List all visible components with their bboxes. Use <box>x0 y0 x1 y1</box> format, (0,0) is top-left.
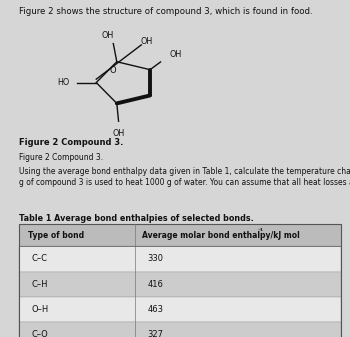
Text: 327: 327 <box>147 330 163 337</box>
Bar <box>19 297 341 322</box>
Text: C–H: C–H <box>32 280 48 289</box>
Text: O–H: O–H <box>32 305 49 314</box>
Text: OH: OH <box>102 31 114 40</box>
Bar <box>19 246 341 272</box>
Text: 416: 416 <box>147 280 163 289</box>
Text: Figure 2 Compound 3.: Figure 2 Compound 3. <box>19 138 124 147</box>
Bar <box>19 322 341 337</box>
Text: OH: OH <box>169 50 182 59</box>
Text: Average molar bond enthalpy/kJ mol: Average molar bond enthalpy/kJ mol <box>142 231 300 240</box>
Text: Figure 2 shows the structure of compound 3, which is found in food.: Figure 2 shows the structure of compound… <box>19 7 313 16</box>
Text: OH: OH <box>112 129 125 138</box>
Text: 463: 463 <box>147 305 163 314</box>
Text: 330: 330 <box>147 254 163 264</box>
Text: C–C: C–C <box>32 254 48 264</box>
Text: Table 1 Average bond enthalpies of selected bonds.: Table 1 Average bond enthalpies of selec… <box>19 214 254 223</box>
Text: Figure 2 Compound 3.: Figure 2 Compound 3. <box>19 153 103 162</box>
Text: C–O: C–O <box>32 330 48 337</box>
Text: Type of bond: Type of bond <box>28 231 84 240</box>
Text: ⁻¹: ⁻¹ <box>258 229 264 234</box>
Text: OH: OH <box>140 37 153 46</box>
Bar <box>19 224 341 246</box>
Text: O: O <box>110 66 116 75</box>
Text: HO: HO <box>57 78 69 87</box>
Text: Using the average bond enthalpy data given in Table 1, calculate the temperature: Using the average bond enthalpy data giv… <box>19 167 350 187</box>
Bar <box>19 272 341 297</box>
